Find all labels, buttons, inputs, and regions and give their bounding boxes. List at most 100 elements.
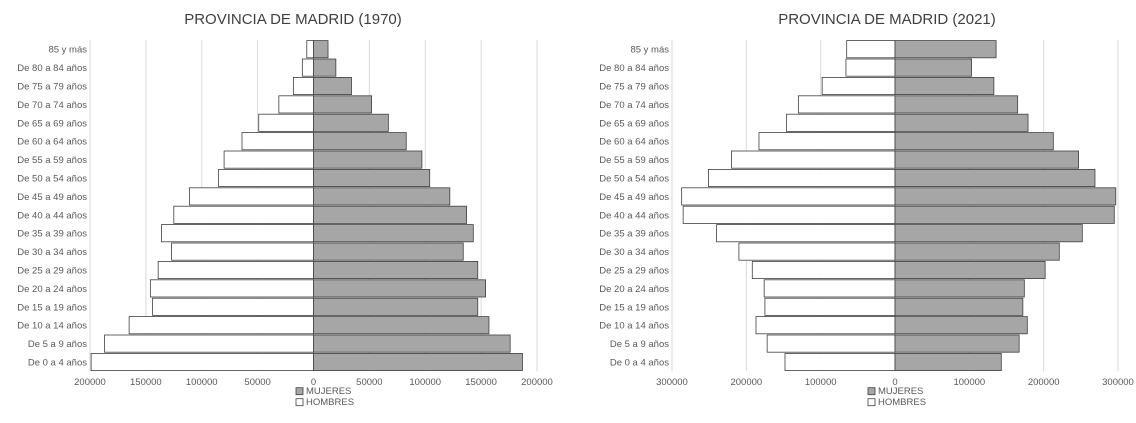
bar-hombres [784,352,896,371]
bar-mujeres [313,187,451,206]
category-label: 85 y más [630,45,669,56]
category-label: De 15 a 19 años [599,302,669,313]
legend-label: HOMBRES [306,397,354,408]
x-tick-label: 0 [311,377,316,388]
category-label: De 65 a 69 años [599,118,669,129]
x-tick-label: 100000 [953,377,985,388]
x-tick-label: 0 [892,377,897,388]
bar-mujeres [894,77,995,96]
bar-mujeres [894,168,1096,187]
bar-mujeres [894,132,1054,151]
bar-mujeres [313,58,337,77]
category-label: De 45 a 49 años [17,192,87,203]
bar-mujeres [313,132,407,151]
bar-mujeres [313,352,523,371]
category-label: De 25 a 29 años [17,266,87,277]
category-label: De 35 a 39 años [599,229,669,240]
bar-hombres [786,113,896,132]
category-label: De 30 a 34 años [599,247,669,258]
category-label: De 75 a 79 años [17,82,87,93]
bar-mujeres [313,242,464,261]
bar-hombres [708,168,896,187]
bar-hombres [223,150,314,169]
bar-mujeres [894,316,1028,335]
category-label: De 55 a 59 años [17,155,87,166]
category-label: De 30 a 34 años [17,247,87,258]
bar-mujeres [894,352,1002,371]
bar-mujeres [313,95,373,114]
bar-hombres [292,77,314,96]
x-tick-label: 50000 [244,377,270,388]
category-label: De 20 a 24 años [17,284,87,295]
legend-label: MUJERES [306,386,351,397]
bar-hombres [763,279,896,298]
category-label: De 0 a 4 años [28,358,87,369]
category-label: De 45 a 49 años [599,192,669,203]
category-label: De 50 a 54 años [17,174,87,185]
bar-mujeres [894,297,1024,316]
bar-hombres [157,260,314,279]
bar-hombres [821,77,896,96]
bar-mujeres [894,260,1046,279]
category-label: De 70 a 74 años [599,100,669,111]
bar-hombres [751,260,896,279]
bar-hombres [797,95,896,114]
bar-hombres [104,334,314,353]
bar-mujeres [313,113,389,132]
bar-hombres [218,168,314,187]
bar-hombres [241,132,314,151]
x-tick-label: 100000 [409,377,441,388]
bar-mujeres [894,150,1080,169]
category-label: De 55 a 59 años [599,155,669,166]
pyramid-chart-2: PROVINCIA DE MADRID (2021) 300000 200000 10… [599,11,1134,408]
legend-swatch [295,398,304,407]
x-tick-label: 150000 [130,377,162,388]
bar-hombres [161,224,314,243]
bar-mujeres [894,113,1029,132]
category-label: De 80 a 84 años [17,63,87,74]
bar-hombres [90,352,314,371]
category-label: 85 y más [48,45,87,56]
pyramid-chart-1: PROVINCIA DE MADRID (1970) 200000 150000 10… [17,11,553,408]
bar-mujeres [894,224,1083,243]
bar-hombres [845,58,896,77]
bar-mujeres [894,334,1020,353]
bar-hombres [681,187,896,206]
category-label: De 20 a 24 años [599,284,669,295]
bar-hombres [755,316,896,335]
bar-mujeres [313,224,474,243]
legend-swatch [867,387,876,396]
category-label: De 25 a 29 años [599,266,669,277]
bar-mujeres [313,279,486,298]
bar-mujeres [894,187,1117,206]
bar-hombres [764,297,896,316]
bar-hombres [189,187,314,206]
x-tick-label: 100000 [186,377,218,388]
bar-mujeres [894,58,972,77]
bar-mujeres [313,334,511,353]
category-label: De 10 a 14 años [17,321,87,332]
x-tick-label: 300000 [656,377,688,388]
x-tick-label: 50000 [356,377,382,388]
bar-hombres [278,95,314,114]
category-label: De 0 a 4 años [610,358,669,369]
x-tick-label: 300000 [1102,377,1134,388]
bar-hombres [301,58,314,77]
chart-title: PROVINCIA DE MADRID (2021) [778,11,996,28]
bar-mujeres [313,260,479,279]
bar-hombres [173,205,314,224]
x-tick-label: 150000 [465,377,497,388]
category-label: De 50 a 54 años [599,174,669,185]
bar-hombres [128,316,314,335]
category-label: De 35 a 39 años [17,229,87,240]
category-label: De 75 a 79 años [599,82,669,93]
bar-hombres [766,334,896,353]
bar-hombres [306,40,314,59]
legend-swatch [867,398,876,407]
bar-mujeres [894,242,1060,261]
bar-hombres [682,205,896,224]
bar-hombres [152,297,314,316]
